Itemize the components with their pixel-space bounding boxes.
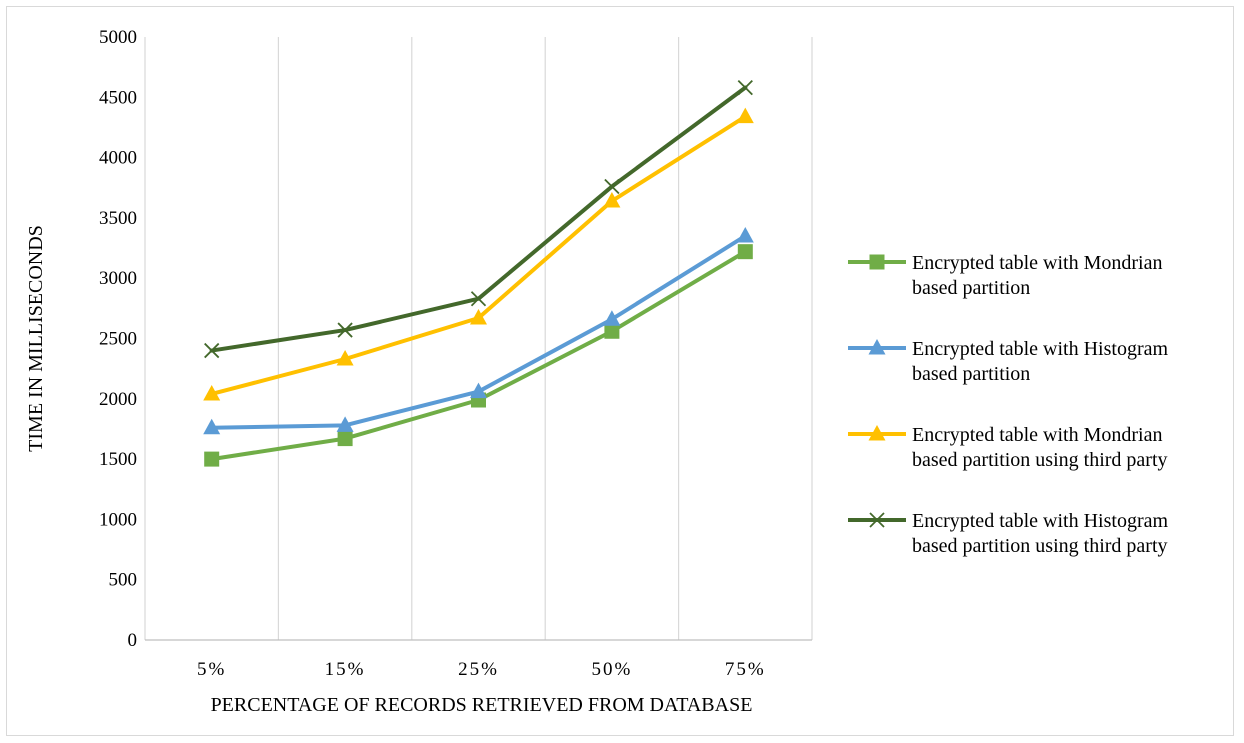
x-tick-label: 5% (197, 659, 226, 680)
data-point (470, 308, 487, 325)
data-point (203, 418, 221, 435)
series-1 (204, 244, 753, 467)
y-tick-label: 5000 (99, 27, 137, 48)
series (203, 80, 754, 467)
series-line (209, 114, 748, 396)
data-point (603, 192, 621, 208)
x-tick-label: 25% (458, 659, 499, 680)
data-point (736, 226, 754, 243)
marker-x-stroke (204, 342, 220, 359)
x-axis-title: PERCENTAGE OF RECORDS RETRIEVED FROM DAT… (211, 694, 753, 716)
legend-label: based partition using third party (912, 449, 1168, 471)
data-point (204, 342, 220, 359)
y-tick-label: 1000 (99, 509, 137, 530)
data-point (604, 323, 620, 339)
data-point (336, 416, 354, 432)
legend-marker (868, 425, 886, 441)
marker-x-stroke (737, 80, 753, 96)
chart-frame (6, 6, 1234, 736)
x-tick-label: 50% (591, 659, 632, 680)
gridlines (144, 37, 813, 640)
marker-x-stroke (604, 178, 620, 195)
legend-label: Encrypted table with Mondrian (912, 252, 1163, 274)
legend-label: based partition (912, 363, 1030, 385)
y-tick-label: 2500 (99, 329, 137, 350)
legend-entry-4: Encrypted table with Histogram based part… (848, 510, 1168, 557)
legend-label: Encrypted table with Histogram (912, 338, 1168, 360)
axes: 0 500 1000 1500 2000 2500 3000 3500 4000 4500 5000… (99, 27, 812, 680)
y-tick-label: 4500 (99, 87, 137, 108)
x-tick-label: 15% (325, 659, 366, 680)
y-tick-label: 4000 (99, 148, 137, 169)
y-tick-label: 2000 (99, 389, 137, 410)
series-2 (203, 226, 754, 435)
y-tick-label: 3500 (99, 208, 137, 229)
legend-marker (869, 254, 885, 270)
data-point (470, 291, 487, 307)
legend-marker (869, 512, 885, 528)
data-point (603, 310, 621, 326)
legend-entry-2: Encrypted table with Histogram based part… (848, 338, 1168, 385)
data-point (337, 431, 353, 447)
series-4 (204, 80, 753, 359)
data-point (470, 382, 487, 399)
legend: Encrypted table with Mondrian based parti… (848, 252, 1168, 557)
y-tick-label: 500 (109, 570, 138, 591)
y-tick-label: 3000 (99, 268, 137, 289)
x-tick-label: 75% (725, 659, 766, 680)
data-point (336, 350, 354, 366)
legend-marker (868, 339, 886, 355)
y-tick-label: 1500 (99, 449, 137, 470)
marker-x-stroke (869, 512, 885, 528)
data-point (203, 384, 221, 401)
legend-label: based partition using third party (912, 535, 1168, 557)
data-point (736, 107, 754, 124)
data-point (204, 451, 220, 467)
series-3 (203, 107, 754, 401)
data-point (337, 322, 353, 338)
legend-entry-1: Encrypted table with Mondrian based parti… (848, 252, 1163, 299)
y-axis-title: TIME IN MILLISECONDS (25, 225, 47, 452)
legend-label: Encrypted table with Histogram (912, 510, 1168, 532)
marker-x-stroke (337, 322, 353, 338)
y-tick-label: 0 (128, 630, 138, 651)
legend-label: based partition (912, 277, 1030, 299)
legend-label: Encrypted table with Mondrian (912, 424, 1163, 446)
marker-x-stroke (470, 291, 487, 307)
data-point (604, 178, 620, 195)
data-point (737, 80, 753, 96)
legend-entry-3: Encrypted table with Mondrian based parti… (848, 424, 1168, 471)
data-point (737, 244, 753, 260)
